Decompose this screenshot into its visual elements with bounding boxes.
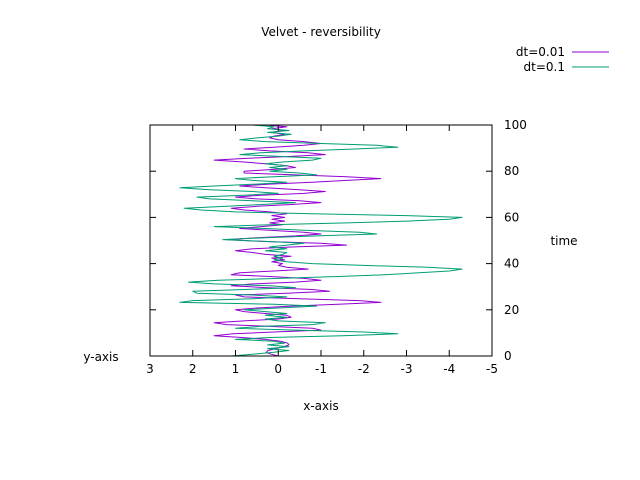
- legend-label-series-2: dt=0.1: [524, 60, 565, 74]
- plot-frame: [149, 124, 493, 357]
- plot-clip-group: [179, 125, 463, 356]
- x-axis-label: x-axis: [303, 399, 338, 413]
- x-tick-label: -3: [401, 362, 413, 376]
- chart-title: Velvet - reversibility: [261, 25, 381, 39]
- y-tick-label: 20: [504, 303, 519, 317]
- x-axis-ticks: 3 2 1 0 -1 -2 -3 -4 -5: [146, 125, 498, 376]
- y-tick-label: 100: [504, 118, 527, 132]
- y2-axis-label: time: [550, 234, 577, 248]
- x-tick-label: -5: [486, 362, 498, 376]
- series-layer: [179, 125, 463, 356]
- x-tick-label: -2: [358, 362, 370, 376]
- y-tick-label: 80: [504, 164, 519, 178]
- series-line-2: [179, 125, 463, 356]
- x-tick-label: 1: [232, 362, 240, 376]
- y-tick-label: 60: [504, 210, 519, 224]
- y-axis-label: y-axis: [83, 350, 118, 364]
- x-tick-label: -4: [443, 362, 455, 376]
- legend: dt=0.01 dt=0.1: [516, 45, 609, 74]
- x-tick-label: 3: [146, 362, 154, 376]
- y-tick-label: 0: [504, 349, 512, 363]
- x-tick-label: -1: [315, 362, 327, 376]
- y-tick-label: 40: [504, 257, 519, 271]
- x-tick-label: 0: [274, 362, 282, 376]
- y-axis-ticks: 0 20 40 60 80 100: [150, 118, 527, 363]
- x-tick-label: 2: [189, 362, 197, 376]
- legend-label-series-1: dt=0.01: [516, 45, 565, 59]
